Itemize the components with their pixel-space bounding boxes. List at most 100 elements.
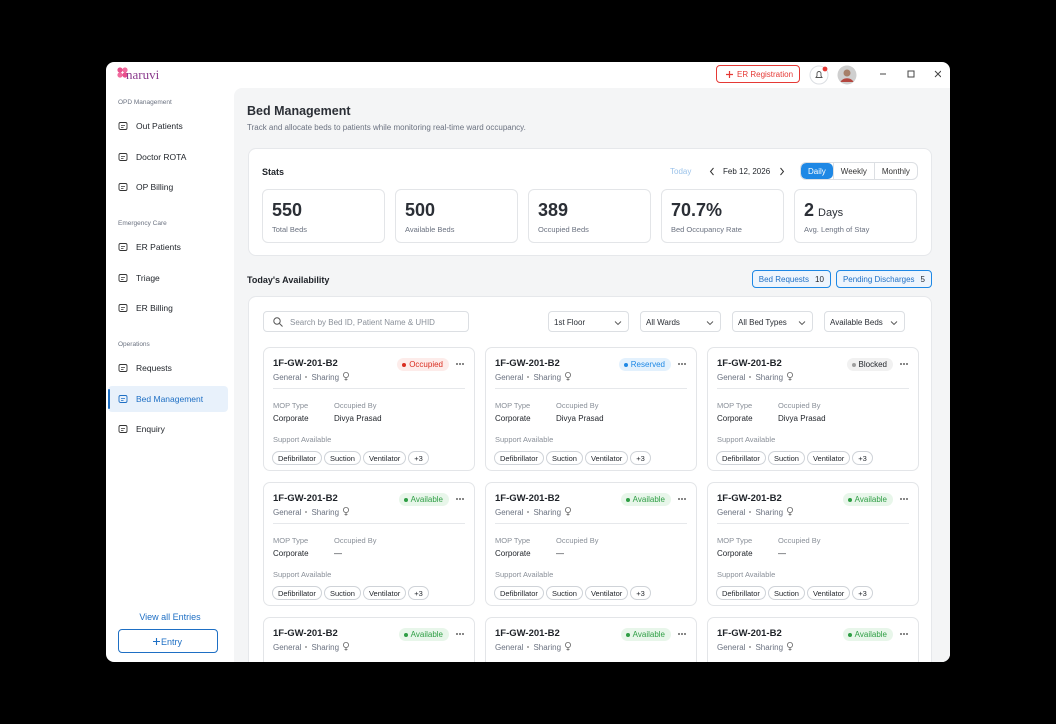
search-placeholder: Search by Bed ID, Patient Name & UHID [290,318,435,327]
stat-card: 389 Occupied Beds [528,189,651,243]
mop-value: Corporate [495,414,531,423]
bed-card: 1F-GW-201-B2 General Sharing Reserved MOP Ty… [485,347,697,471]
separator-dot [305,511,308,513]
sharing: Sharing [755,508,784,517]
icon[interactable] [677,359,687,369]
icon [787,642,794,651]
icon [614,321,622,326]
nav-item[interactable]: ER Patients [108,234,228,260]
support-chip: Suction [545,451,583,465]
notification-bell[interactable] [809,65,829,85]
support-chip: Ventilator [584,586,629,600]
icon[interactable] [455,629,465,639]
support-chip: +3 [408,451,429,465]
view-all-link[interactable]: View all Entries [139,612,201,622]
nav-item[interactable]: Requests [108,355,228,381]
status-label: Available [854,495,887,504]
icon[interactable] [899,629,909,639]
today-link[interactable]: Today [670,167,692,176]
bed-id: 1F-GW-201-B2 [495,358,560,369]
icon[interactable] [899,494,909,504]
filter-select[interactable]: All Bed Types [732,311,813,332]
avatar[interactable] [837,65,857,85]
status-dot [402,362,407,367]
stat-value: 500 [405,200,508,221]
badge[interactable]: Bed Requests 10 [751,270,831,288]
support-chip: Defibrillator [272,451,322,465]
next-date[interactable] [779,167,785,176]
support-label: Support Available [273,435,332,444]
nav-item[interactable]: Doctor ROTA [108,144,228,170]
period-option[interactable]: Daily [801,163,833,179]
support-chip: Ventilator [362,586,407,600]
nav-item[interactable]: Out Patients [108,113,228,139]
sharing: Sharing [311,643,340,652]
ward: General [495,643,524,652]
icon [118,394,128,403]
nav-item[interactable]: OP Billing [108,174,228,200]
entry-button[interactable]: Entry [118,629,218,653]
icon[interactable] [677,629,687,639]
badge-count: 5 [920,275,925,284]
icon[interactable] [455,494,465,504]
icon[interactable] [455,359,465,369]
sharing: Sharing [533,373,562,382]
bed-meta: General Sharing [717,506,795,517]
availability-card: Search by Bed ID, Patient Name & UHID 1s… [248,296,932,662]
nav-item[interactable]: Bed Management [108,385,228,412]
separator-dot [749,646,752,648]
support-label: Support Available [495,435,554,444]
support-label: Support Available [495,570,554,579]
filter-select[interactable]: 1st Floor [548,311,629,332]
filter-label: All Wards [646,318,680,327]
period-option[interactable]: Monthly [873,163,917,179]
bed-id: 1F-GW-201-B2 [273,628,338,639]
mop-block: MOP Type Corporate [273,401,309,423]
icon[interactable] [899,359,909,369]
icon [118,425,128,433]
support-chip: Ventilator [362,451,407,465]
prev-date[interactable] [709,167,715,176]
nav-item[interactable]: Enquiry [108,416,228,442]
sharing: Sharing [311,508,340,517]
bed-id: 1F-GW-201-B2 [495,493,560,504]
stats-title: Stats [262,167,285,177]
status-dot [625,632,630,637]
nav-item[interactable]: Triage [108,265,228,291]
main-content: Bed Management Track and allocate beds t… [234,88,950,662]
period-option[interactable]: Weekly [832,163,874,179]
window-controls[interactable] [879,69,941,79]
nav-item[interactable]: ER Billing [108,295,228,321]
icon [343,507,350,516]
ward: General [717,508,746,517]
plus-icon [726,71,733,78]
stat-value: 550 [272,200,375,221]
icon[interactable] [677,494,687,504]
support-chip: Suction [767,451,805,465]
separator-dot [749,376,752,378]
status-pill: Available [620,628,671,641]
icon [565,642,572,651]
badge[interactable]: Pending Discharges 5 [835,270,932,288]
support-chip: Suction [545,586,583,600]
divider [273,388,465,389]
status-label: Available [854,630,887,639]
divider [495,523,687,524]
mop-label: MOP Type [717,536,753,545]
er-registration-button[interactable]: ER Registration [716,65,800,83]
separator-dot [527,511,530,513]
support-chip: Defibrillator [716,586,766,600]
filter-select[interactable]: Available Beds [824,311,905,332]
support-label: Support Available [717,435,776,444]
occupied-block: Occupied By Divya Prasad [334,401,382,423]
filter-select[interactable]: All Wards [640,311,721,332]
stat-card: 550 Total Beds [262,189,385,243]
status-dot [847,497,852,502]
occupied-block: Occupied By — [334,536,377,558]
bed-meta: General Sharing [273,506,351,517]
bed-meta: General Sharing [273,641,351,652]
top-bar: naruvi ER Registration [106,62,950,88]
bed-card: 1F-GW-201-B2 General Sharing Available [485,617,697,662]
stat-label: Available Beds [405,225,455,234]
search-input[interactable]: Search by Bed ID, Patient Name & UHID [263,311,469,332]
